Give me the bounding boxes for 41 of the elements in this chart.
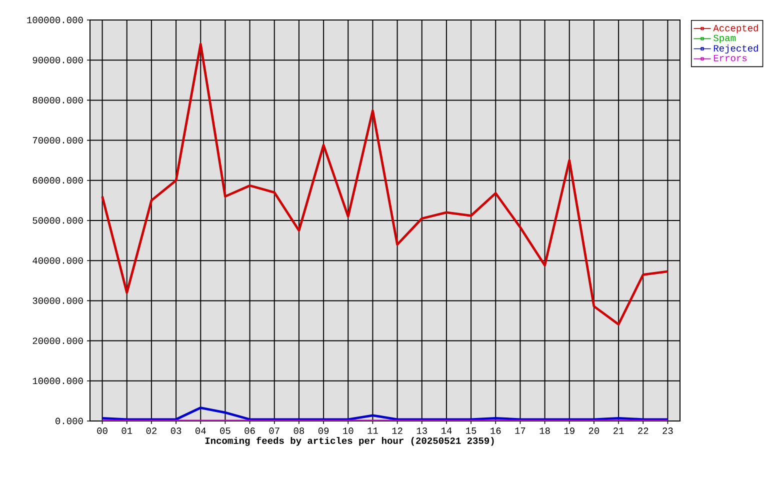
- x-tick-label: 23: [662, 428, 673, 434]
- y-tick-label: 40000.000: [32, 257, 83, 264]
- x-tick-label: 03: [170, 428, 182, 434]
- legend-label: Spam: [714, 34, 736, 44]
- x-tick-label: 02: [146, 428, 156, 434]
- y-tick-label: 0.000: [56, 418, 83, 424]
- x-tick-label: 17: [515, 428, 526, 434]
- x-tick-label: 06: [244, 428, 255, 434]
- y-tick-label: 80000.000: [32, 96, 83, 104]
- x-tick-label: 05: [220, 428, 230, 434]
- x-tick-label: 09: [318, 428, 329, 434]
- x-tick-label: 15: [466, 428, 476, 434]
- x-tick-label: 00: [97, 428, 108, 434]
- x-tick-label: 13: [416, 428, 427, 434]
- x-tick-label: 20: [588, 428, 600, 434]
- y-tick-label: 10000.000: [32, 378, 83, 384]
- x-tick-label: 04: [196, 428, 206, 434]
- y-tick-label: 90000.000: [32, 56, 83, 64]
- legend-label: Accepted: [713, 24, 758, 34]
- x-tick-label: 07: [269, 428, 280, 434]
- y-tick-label: 50000.000: [32, 217, 83, 224]
- x-tick-label: 10: [343, 428, 354, 434]
- x-tick-label: 12: [392, 428, 402, 434]
- x-tick-label: 21: [614, 428, 624, 434]
- x-tick-label: 22: [638, 428, 648, 434]
- y-tick-label: 60000.000: [32, 177, 83, 184]
- legend-label: Errors: [714, 54, 747, 62]
- x-axis-title: Incoming feeds by articles per hour (20250521 2359): [205, 436, 494, 446]
- y-tick-label: 70000.000: [32, 137, 83, 144]
- x-tick-label: 16: [490, 428, 501, 434]
- x-tick-label: 19: [564, 428, 574, 434]
- x-tick-label: 11: [368, 428, 378, 434]
- y-tick-label: 100000.000: [27, 16, 83, 24]
- x-tick-label: 18: [540, 428, 550, 434]
- x-tick-label: 08: [294, 428, 304, 434]
- x-tick-label: 14: [441, 428, 452, 434]
- legend-label: Rejected: [714, 44, 758, 54]
- y-tick-label: 20000.000: [32, 338, 83, 344]
- x-tick-label: 01: [122, 428, 132, 434]
- y-tick-label: 30000.000: [32, 297, 83, 304]
- line-series: [101, 42, 669, 326]
